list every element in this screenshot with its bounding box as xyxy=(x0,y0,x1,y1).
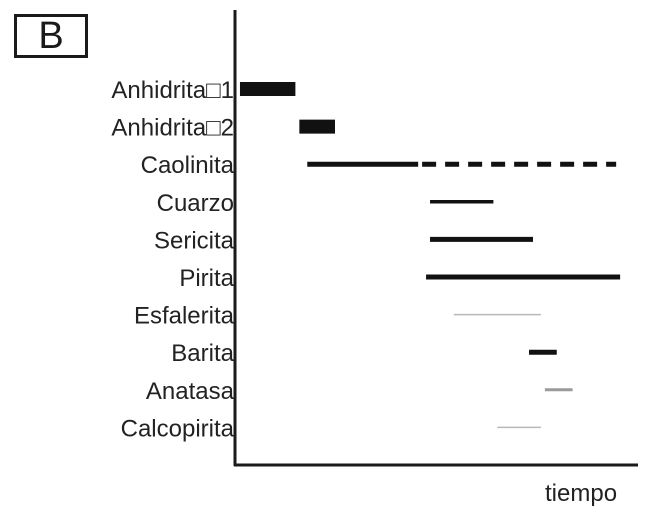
category-label: Caolinita xyxy=(141,152,235,179)
category-label: Anhidrita□2 xyxy=(111,115,234,142)
category-labels: Anhidrita□1 Anhidrita□2 Caolinita Cuarzo Ser… xyxy=(111,77,234,442)
category-label: Cuarzo xyxy=(157,190,234,217)
panel-label: B xyxy=(14,14,88,58)
category-label: Calcopirita xyxy=(121,415,235,442)
category-label: Anatasa xyxy=(146,378,235,405)
bars-group xyxy=(239,82,621,429)
x-axis-label: tiempo xyxy=(545,480,617,507)
category-label: Anhidrita□1 xyxy=(111,77,234,104)
category-label: Esfalerita xyxy=(134,303,235,330)
category-label: Pirita xyxy=(179,265,234,292)
category-label: Barita xyxy=(171,340,234,367)
category-label: Sericita xyxy=(154,227,235,254)
